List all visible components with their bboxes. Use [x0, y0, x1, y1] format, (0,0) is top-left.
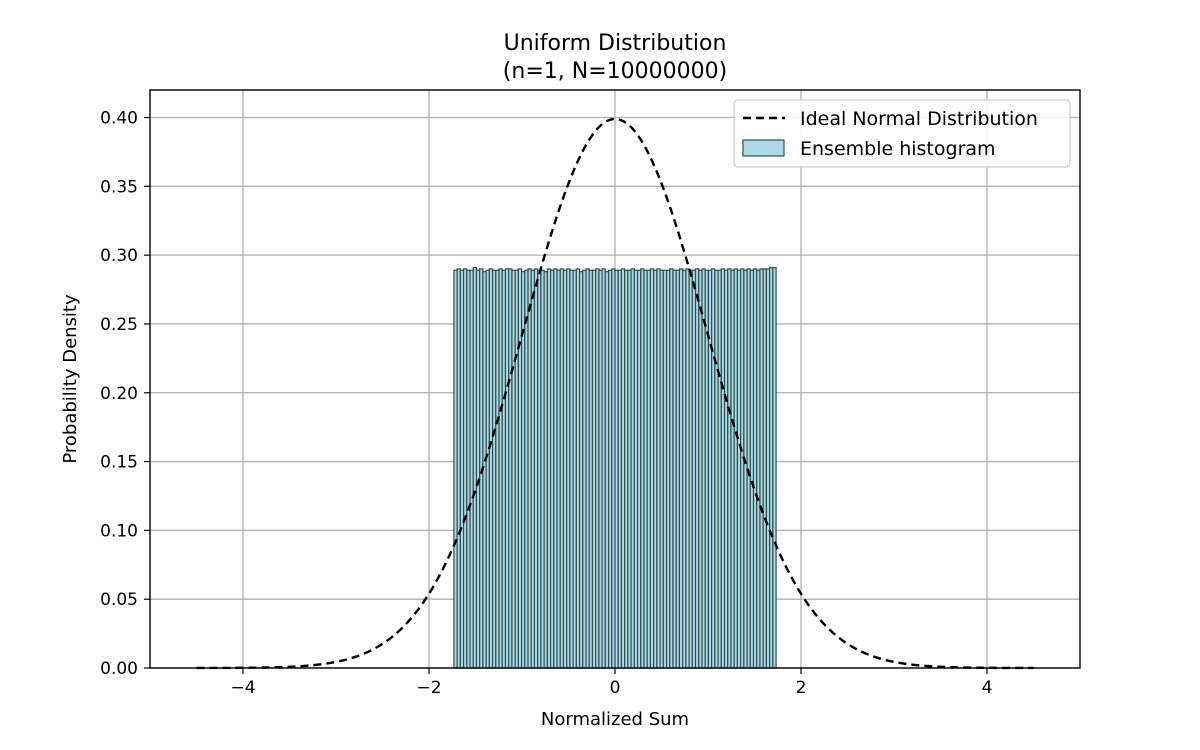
histogram-bars [453, 266, 777, 669]
y-axis-label: Probability Density [60, 294, 81, 464]
legend-label-normal: Ideal Normal Distribution [800, 108, 1038, 130]
y-tick-label: 0.20 [100, 384, 138, 404]
x-tick-label: −2 [416, 678, 441, 698]
legend-box [733, 99, 1071, 168]
chart-title: Uniform Distribution [504, 31, 727, 56]
chart-subtitle: (n=1, N=10000000) [503, 59, 727, 84]
y-tick-label: 0.05 [100, 590, 138, 610]
legend-box-swatch [742, 139, 785, 157]
x-axis-label: Normalized Sum [541, 709, 689, 730]
y-tick-label: 0.25 [100, 315, 138, 335]
y-tick-label: 0.10 [100, 521, 138, 541]
histogram-bar [772, 266, 777, 669]
legend: Ideal Normal Distribution Ensemble histo… [733, 99, 1071, 168]
y-tick-label: 0.35 [100, 177, 138, 197]
ticks-layer: −4 −2 0 2 4 0.00 0.05 0.10 0.15 0.20 0.25 0.30 0.35 0… [100, 109, 992, 698]
legend-label-histogram: Ensemble histogram [800, 138, 996, 160]
x-tick-label: 4 [982, 678, 993, 698]
y-tick-label: 0.00 [100, 659, 138, 679]
y-tick-label: 0.40 [100, 109, 138, 129]
x-tick-label: −4 [230, 678, 255, 698]
y-tick-label: 0.15 [100, 453, 138, 473]
x-tick-label: 2 [796, 678, 807, 698]
x-tick-label: 0 [610, 678, 621, 698]
y-tick-label: 0.30 [100, 246, 138, 266]
